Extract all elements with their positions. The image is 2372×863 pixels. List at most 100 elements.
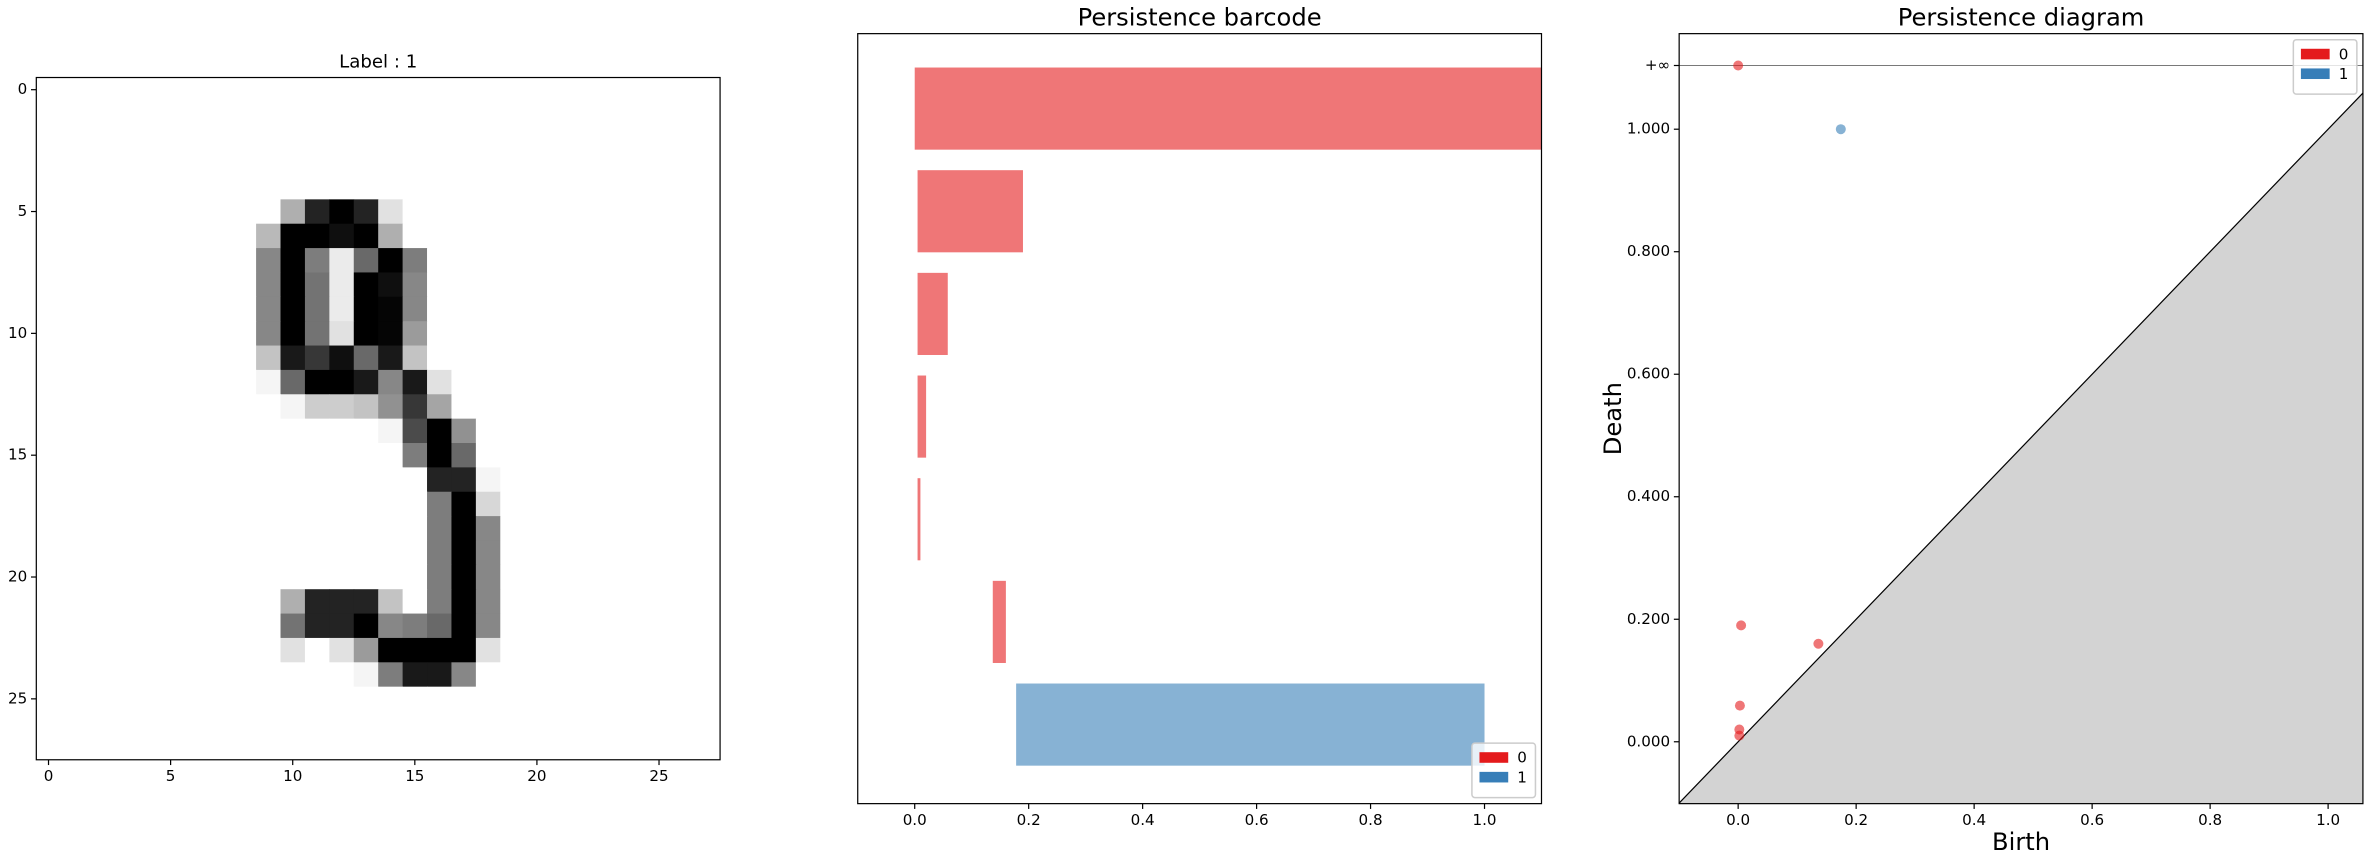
chart-title: Persistence barcode — [1078, 4, 1322, 32]
pixel — [133, 394, 159, 420]
pixel — [158, 345, 184, 371]
pixel — [622, 369, 648, 395]
pixel — [329, 101, 355, 127]
pixel — [573, 735, 599, 761]
pixel — [500, 272, 526, 298]
pixel — [646, 126, 672, 152]
pixel — [133, 418, 159, 444]
pixel — [353, 467, 379, 493]
pixel — [427, 491, 452, 517]
pixel — [427, 296, 452, 322]
x-tick-label: 1.0 — [1473, 811, 1497, 829]
pixel — [524, 491, 550, 517]
pixel — [524, 272, 550, 298]
pixel — [109, 321, 135, 346]
pixel — [402, 711, 428, 736]
pixel — [280, 394, 306, 420]
pixel — [597, 564, 623, 590]
pixel — [158, 686, 184, 712]
pixel — [646, 174, 672, 200]
pixel — [524, 735, 550, 761]
pixel — [500, 394, 526, 420]
pixel — [304, 150, 330, 176]
pixel — [695, 711, 721, 736]
pixel — [256, 711, 281, 736]
pixel — [256, 272, 281, 298]
pixel — [304, 491, 330, 517]
pixel — [133, 77, 159, 103]
pixel — [427, 467, 452, 493]
pixel — [597, 101, 623, 127]
pixel — [353, 345, 379, 371]
pixel — [597, 662, 623, 688]
pixel — [622, 711, 648, 736]
bar — [992, 580, 1006, 663]
pixel — [353, 589, 379, 615]
point — [1736, 620, 1747, 631]
pixel — [256, 223, 281, 249]
pixel — [231, 735, 257, 761]
pixel — [402, 394, 428, 420]
pixel — [182, 369, 208, 395]
pixel — [671, 491, 697, 517]
pixel — [646, 150, 672, 176]
pixel — [280, 711, 306, 736]
pixel — [695, 443, 721, 468]
pixel — [524, 150, 550, 176]
pixel — [60, 345, 86, 371]
pixel — [597, 272, 623, 298]
y-tick-label: 15 — [8, 446, 27, 464]
pixel — [427, 223, 452, 249]
pixel — [475, 516, 501, 541]
point — [1734, 730, 1745, 741]
pixel — [280, 150, 306, 176]
pixel — [695, 248, 721, 273]
axes-frame — [857, 33, 1543, 805]
pixel — [182, 321, 208, 346]
pixel — [231, 101, 257, 127]
pixel — [158, 77, 184, 103]
x-tick-label: 10 — [283, 767, 302, 785]
pixel — [85, 223, 111, 249]
pixel — [60, 735, 86, 761]
pixel — [60, 613, 86, 639]
pixel — [329, 223, 355, 249]
x-tick-label: 25 — [649, 767, 668, 785]
pixel — [427, 686, 452, 712]
pixel — [475, 174, 501, 200]
pixel — [402, 101, 428, 127]
pixel — [451, 248, 477, 273]
pixel — [109, 491, 135, 517]
pixel — [85, 564, 111, 590]
pixel — [109, 589, 135, 615]
pixel — [60, 516, 86, 541]
pixel — [402, 150, 428, 176]
pixel — [182, 199, 208, 225]
pixel — [500, 540, 526, 566]
pixel — [427, 418, 452, 444]
pixel — [573, 394, 599, 420]
pixel — [695, 516, 721, 541]
pixel — [597, 174, 623, 200]
pixel — [524, 223, 550, 249]
pixel — [256, 174, 281, 200]
pixel — [85, 686, 111, 712]
pixel — [622, 418, 648, 444]
point — [1733, 60, 1744, 71]
pixel — [402, 199, 428, 225]
pixel — [207, 418, 233, 444]
pixel — [231, 613, 257, 639]
pixel — [109, 443, 135, 468]
pixel — [36, 735, 62, 761]
pixel — [36, 491, 62, 517]
pixel — [85, 613, 111, 639]
pixel — [695, 394, 721, 420]
pixel — [207, 540, 233, 566]
pixel — [549, 564, 575, 590]
pixel — [256, 418, 281, 444]
pixel — [573, 589, 599, 615]
pixel — [402, 443, 428, 468]
pixel — [256, 394, 281, 420]
pixel — [500, 735, 526, 761]
